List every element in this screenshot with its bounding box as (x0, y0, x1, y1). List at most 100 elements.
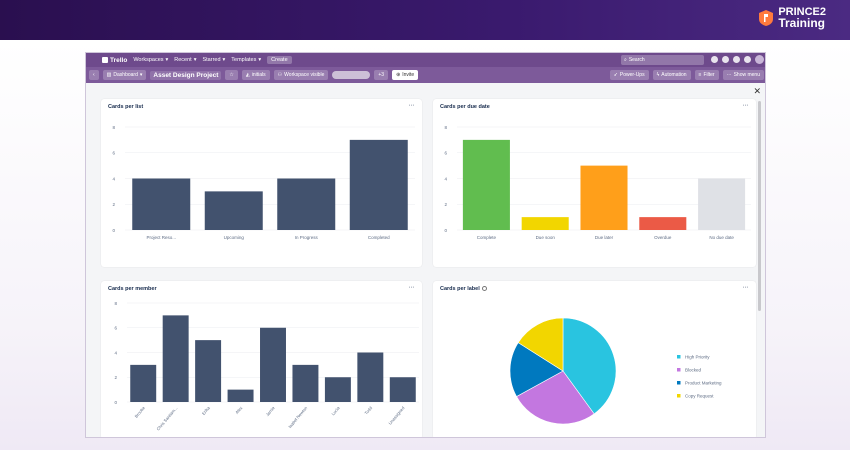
settings-icon[interactable] (744, 56, 751, 63)
y-tick-label: 8 (114, 301, 117, 306)
close-icon[interactable]: ✕ (753, 86, 761, 96)
dashboard-content: ✕ Cards per list ··· 0 2 4 6 8 Project Reso..… (86, 83, 765, 437)
member-avatars[interactable] (332, 71, 371, 79)
show-menu-label: Show menu (733, 72, 760, 78)
brand-line1: PRINCE2 (778, 6, 826, 18)
invite-label: Invite (402, 72, 415, 78)
show-menu-button[interactable]: ··· Show menu (722, 70, 764, 80)
scrollbar[interactable] (758, 101, 761, 311)
people-icon: ⚇ (277, 72, 283, 78)
more-options-button[interactable]: ··· (408, 284, 415, 291)
automation-button[interactable]: ϟ Automation (652, 70, 691, 80)
pie-slice[interactable] (516, 370, 595, 425)
star-button[interactable]: ☆ (225, 70, 238, 80)
bar[interactable] (260, 327, 286, 402)
menu-starred[interactable]: Starred ▾ (202, 57, 225, 63)
y-tick-label: 6 (112, 151, 115, 156)
legend-label: Copy Request (685, 394, 714, 399)
filter-icon: ≡ (698, 72, 702, 78)
bar[interactable] (227, 389, 254, 402)
bar[interactable] (580, 165, 628, 230)
more-options-button[interactable]: ··· (408, 102, 415, 109)
bar[interactable] (132, 178, 191, 231)
bar[interactable] (292, 364, 319, 402)
x-tick-label: Erika (201, 405, 211, 416)
card-label: Cards per label ··· High Priority Blocked… (433, 281, 756, 437)
filter-button[interactable]: ≡ Filter (694, 70, 719, 80)
member-count[interactable]: +3 (374, 70, 389, 80)
bell-icon[interactable] (722, 56, 729, 63)
pie-slice[interactable] (562, 317, 617, 415)
bar[interactable] (277, 178, 336, 231)
board-title[interactable]: Asset Design Project (150, 70, 222, 80)
promo-banner: PRINCE2 Training (0, 0, 850, 40)
chart-cards-per-list: 0 2 4 6 8 Project Reso... Upcoming In Progress C… (112, 125, 415, 240)
top-nav: Trello Workspaces ▾ Recent ▾ Starred ▾ Temp… (86, 53, 765, 67)
add-person-icon: ⊕ (396, 72, 401, 78)
chevron-down-icon: ▾ (165, 57, 169, 63)
x-tick-label: In Progress (295, 235, 319, 240)
info-icon[interactable] (711, 56, 718, 63)
pie-slice[interactable] (517, 317, 564, 372)
info-icon[interactable] (481, 286, 487, 292)
bar[interactable] (462, 139, 510, 230)
chevron-down-icon: ▾ (258, 57, 262, 63)
bar[interactable] (357, 352, 384, 403)
automation-label: Automation (661, 72, 687, 78)
powerups-label: Power-Ups (619, 72, 645, 78)
apps-grid-icon[interactable] (90, 57, 96, 63)
workspace-initials-button[interactable]: ◭ initials (241, 70, 270, 80)
x-tick-label: Upcoming (224, 235, 245, 240)
filter-label: Filter (703, 72, 715, 78)
bar[interactable] (324, 377, 351, 402)
top-icons (711, 55, 764, 64)
x-tick-label: Due soon (536, 235, 556, 240)
legend-label: High Priority (685, 355, 710, 360)
card-title: Cards per member (108, 286, 157, 292)
visibility-button[interactable]: ⚇ Workspace visible (273, 70, 329, 80)
menu-workspaces[interactable]: Workspaces ▾ (133, 57, 168, 63)
rocket-icon: ➶ (613, 72, 618, 78)
legend-label: Product Marketing (685, 381, 722, 386)
menu-templates[interactable]: Templates ▾ (231, 57, 261, 63)
avatar[interactable] (755, 55, 764, 64)
bar[interactable] (389, 377, 416, 402)
bar[interactable] (195, 340, 222, 402)
more-options-button[interactable]: ··· (742, 102, 749, 109)
bar[interactable] (639, 217, 687, 230)
chart-icon: ▥ (106, 72, 112, 78)
menu-label: Starred (202, 57, 221, 63)
bar[interactable] (521, 217, 569, 230)
bar[interactable] (698, 178, 746, 231)
card-due: Cards per due date ··· 0 2 4 6 8 Complete Due … (433, 99, 756, 267)
search-input[interactable]: ⌕ Search (621, 55, 704, 65)
dashboard-view-button[interactable]: ▥ Dashboard ▾ (102, 70, 147, 80)
trello-window: Trello Workspaces ▾ Recent ▾ Starred ▾ Temp… (85, 52, 766, 438)
trello-logo[interactable]: Trello (102, 57, 127, 64)
y-tick-label: 0 (444, 228, 447, 233)
x-tick-label: Project Reso... (146, 235, 176, 240)
initials-label: initials (251, 72, 266, 78)
menu-recent[interactable]: Recent ▾ (174, 57, 196, 63)
invite-button[interactable]: ⊕ Invite (392, 70, 419, 80)
collapse-sidebar-button[interactable]: ‹ (89, 70, 99, 80)
legend-swatch (677, 355, 681, 359)
legend-swatch (677, 368, 681, 372)
legend-label: Blocked (685, 368, 702, 373)
y-tick-label: 8 (444, 125, 447, 130)
logo-text: Trello (110, 56, 128, 64)
bar[interactable] (162, 315, 189, 402)
bar[interactable] (130, 364, 157, 402)
bar[interactable] (349, 139, 408, 230)
x-tick-label: Isabel Newton (287, 405, 308, 429)
bar[interactable] (204, 191, 263, 230)
create-button[interactable]: Create (267, 56, 292, 64)
help-icon[interactable] (733, 56, 740, 63)
powerups-button[interactable]: ➶ Power-Ups (609, 70, 649, 80)
x-tick-label: Due later (595, 235, 614, 240)
x-tick-label: Todd (363, 405, 373, 416)
more-options-button[interactable]: ··· (742, 284, 749, 291)
menu-label: Recent (174, 57, 192, 63)
pie-slice[interactable] (509, 342, 564, 397)
y-tick-label: 6 (114, 326, 117, 331)
